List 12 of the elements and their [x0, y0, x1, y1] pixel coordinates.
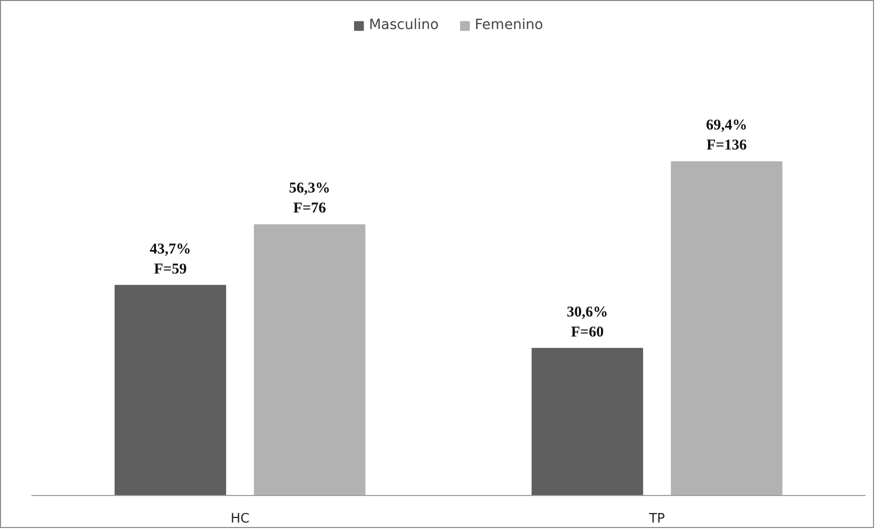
legend-label: Masculino	[368, 17, 439, 33]
data-label: 43,7% F=59	[150, 241, 191, 278]
bar	[670, 161, 782, 496]
legend-label: Femenino	[474, 17, 544, 33]
data-label: 56,3% F=76	[289, 180, 330, 217]
bar	[114, 284, 226, 496]
x-tick-label: HC	[230, 512, 250, 526]
data-label: 69,4% F=136	[706, 118, 748, 154]
x-tick-label: TP	[648, 512, 666, 526]
data-label: 30,6% F=60	[566, 304, 608, 340]
bar	[532, 348, 644, 496]
bar	[254, 224, 366, 496]
